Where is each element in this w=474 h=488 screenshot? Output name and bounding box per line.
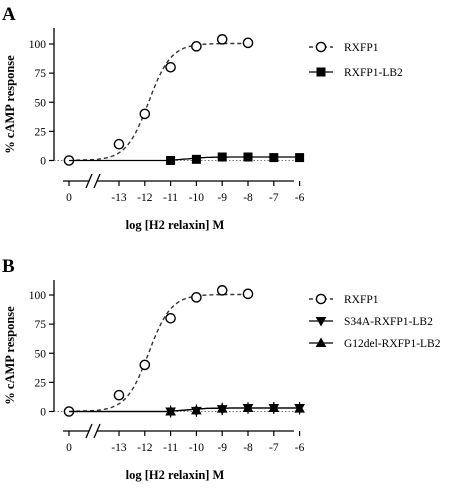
x-tick-label: -10 xyxy=(189,192,205,204)
data-point xyxy=(243,38,252,47)
x-tick-label: 0 xyxy=(66,442,72,454)
legend-label: RXFP1-LB2 xyxy=(344,67,403,79)
series-rxfp1 xyxy=(64,35,252,165)
data-point xyxy=(166,63,175,72)
x-tick-label: -9 xyxy=(217,192,227,204)
legend-marker xyxy=(316,294,325,303)
y-tick-label: 100 xyxy=(29,290,47,302)
data-point xyxy=(244,153,252,161)
data-point xyxy=(218,153,226,161)
x-tick-label: -12 xyxy=(137,192,153,204)
y-axis-title: % cAMP response xyxy=(3,306,17,405)
legend-entry: S34A-RXFP1-LB2 xyxy=(309,316,433,328)
y-tick-label: 75 xyxy=(35,319,47,331)
data-point xyxy=(192,42,201,51)
data-point xyxy=(140,360,149,369)
data-point xyxy=(192,155,200,163)
x-tick-label: -6 xyxy=(295,442,305,454)
data-point xyxy=(167,157,175,165)
x-axis-title: log [H2 relaxin] M xyxy=(126,218,225,232)
x-tick-label: -7 xyxy=(269,442,279,454)
x-tick-label: -13 xyxy=(111,192,127,204)
x-tick-label: -8 xyxy=(243,442,253,454)
data-point xyxy=(140,109,149,118)
x-tick-label: -7 xyxy=(269,192,279,204)
legend-entry: RXFP1 xyxy=(309,42,379,54)
fit-curve xyxy=(69,43,248,160)
x-tick-label: -13 xyxy=(111,442,127,454)
y-tick-label: 100 xyxy=(29,39,47,51)
x-tick-label: -9 xyxy=(217,442,227,454)
legend-label: G12del-RXFP1-LB2 xyxy=(344,338,441,350)
legend-label: S34A-RXFP1-LB2 xyxy=(344,316,433,328)
x-tick-label: -10 xyxy=(189,442,205,454)
x-tick-label: -11 xyxy=(163,192,178,204)
x-tick-label: -6 xyxy=(295,192,305,204)
y-tick-label: 0 xyxy=(40,156,46,168)
x-tick-label: -8 xyxy=(243,192,253,204)
y-tick-label: 50 xyxy=(35,97,47,109)
x-axis-title: log [H2 relaxin] M xyxy=(126,468,225,482)
data-point xyxy=(218,35,227,44)
legend-marker xyxy=(316,42,325,51)
legend-entry: RXFP1-LB2 xyxy=(309,67,403,79)
y-tick-label: 75 xyxy=(35,68,47,80)
y-tick-label: 25 xyxy=(35,126,47,138)
panel-letter: A xyxy=(2,4,16,25)
data-point xyxy=(270,154,278,162)
fit-curve xyxy=(69,157,300,161)
data-point xyxy=(192,293,201,302)
data-point xyxy=(166,314,175,323)
data-point xyxy=(218,286,227,295)
legend-label: RXFP1 xyxy=(344,42,379,54)
panel-letter: B xyxy=(2,256,15,277)
data-point xyxy=(114,140,123,149)
legend-marker xyxy=(317,68,325,76)
legend-entry: RXFP1 xyxy=(309,294,379,306)
y-tick-label: 25 xyxy=(35,377,47,389)
legend-label: RXFP1 xyxy=(344,294,379,306)
data-point xyxy=(114,391,123,400)
x-tick-label: -11 xyxy=(163,442,178,454)
fit-curve xyxy=(69,294,248,411)
legend-entry: G12del-RXFP1-LB2 xyxy=(309,338,441,350)
y-tick-label: 0 xyxy=(40,407,46,419)
y-axis-title: % cAMP response xyxy=(3,55,17,154)
x-tick-label: 0 xyxy=(66,192,72,204)
x-tick-label: -12 xyxy=(137,442,153,454)
data-point xyxy=(296,154,304,162)
series-rxfp1 xyxy=(64,286,252,416)
data-point xyxy=(243,289,252,298)
fit-curve xyxy=(69,408,300,412)
y-tick-label: 50 xyxy=(35,348,47,360)
